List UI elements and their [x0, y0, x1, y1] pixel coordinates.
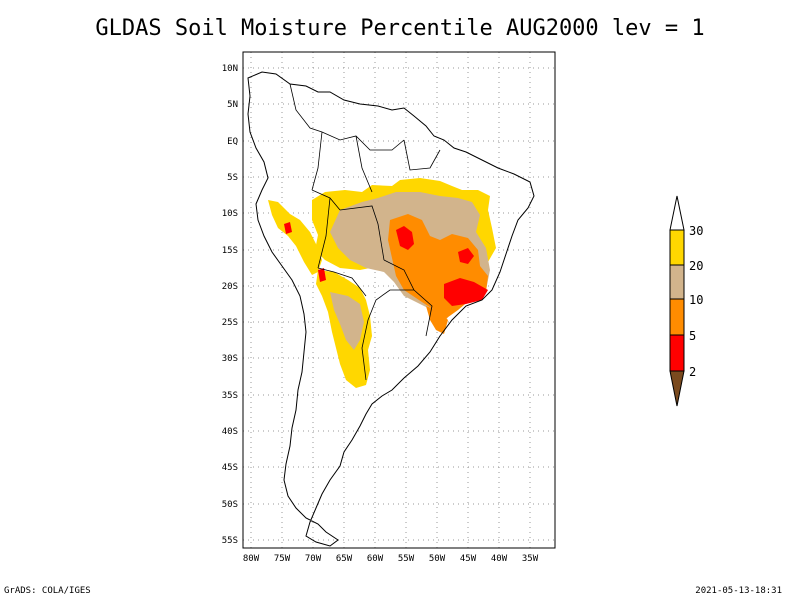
- legend-bottom-triangle: [669, 370, 685, 407]
- color-legend: 30 20 10 5 2: [669, 195, 703, 407]
- lon-label: 80W: [243, 554, 260, 564]
- legend-label: 30: [689, 224, 703, 238]
- lon-label: 50W: [429, 554, 446, 564]
- region-red-5: [284, 222, 292, 234]
- lat-label: 35S: [222, 391, 238, 401]
- region-red-2: [444, 278, 488, 306]
- lat-label: 5N: [227, 100, 238, 110]
- lon-label: 75W: [274, 554, 291, 564]
- legend-label: 2: [689, 365, 696, 379]
- region-red-4: [318, 268, 326, 282]
- grid-lines: [243, 52, 555, 548]
- legend-label: 20: [689, 259, 703, 273]
- lon-axis: 80W 75W 70W 65W 60W 55W 50W 45W 40W 35W: [243, 554, 539, 564]
- lon-label: 45W: [460, 554, 477, 564]
- lon-label: 55W: [398, 554, 415, 564]
- shaded-regions: [268, 178, 496, 388]
- lat-label: 40S: [222, 427, 238, 437]
- region-orange-2: [426, 306, 448, 334]
- region-tan-south: [330, 292, 364, 350]
- lon-label: 65W: [336, 554, 353, 564]
- footer-credit: GrADS: COLA/IGES: [4, 586, 91, 596]
- legend-swatch-5-10: [669, 298, 685, 336]
- lat-label: EQ: [227, 137, 238, 147]
- lon-label: 70W: [305, 554, 322, 564]
- lat-axis: 10N 5N EQ 5S 10S 15S 20S 25S 30S 35S 40S…: [222, 64, 238, 546]
- legend-label: 5: [689, 329, 696, 343]
- map-frame: [242, 51, 556, 549]
- country-borders: [289, 83, 441, 381]
- lat-label: 15S: [222, 246, 238, 256]
- region-red-1: [396, 226, 414, 250]
- lat-label: 25S: [222, 318, 238, 328]
- lat-label: 45S: [222, 463, 238, 473]
- legend-swatch-20-30: [669, 229, 685, 266]
- lat-label: 55S: [222, 536, 238, 546]
- region-gold-andes: [268, 200, 322, 275]
- map-title: GLDAS Soil Moisture Percentile AUG2000 l…: [95, 16, 705, 41]
- legend-swatch-10-20: [669, 264, 685, 300]
- legend-top-triangle: [669, 195, 685, 231]
- lat-label: 30S: [222, 354, 238, 364]
- footer-timestamp: 2021-05-13-18:31: [695, 586, 782, 596]
- map-border: [242, 51, 556, 549]
- lon-label: 40W: [491, 554, 508, 564]
- lon-label: 60W: [367, 554, 384, 564]
- region-red-3: [458, 248, 474, 264]
- lat-label: 50S: [222, 500, 238, 510]
- south-america-outline: [247, 71, 535, 547]
- lat-label: 10N: [222, 64, 238, 74]
- lat-label: 20S: [222, 282, 238, 292]
- coastlines: [247, 71, 535, 547]
- lat-label: 10S: [222, 209, 238, 219]
- legend-label: 10: [689, 293, 703, 307]
- legend-swatch-2-5: [669, 334, 685, 372]
- lon-label: 35W: [522, 554, 539, 564]
- lat-label: 5S: [227, 173, 238, 183]
